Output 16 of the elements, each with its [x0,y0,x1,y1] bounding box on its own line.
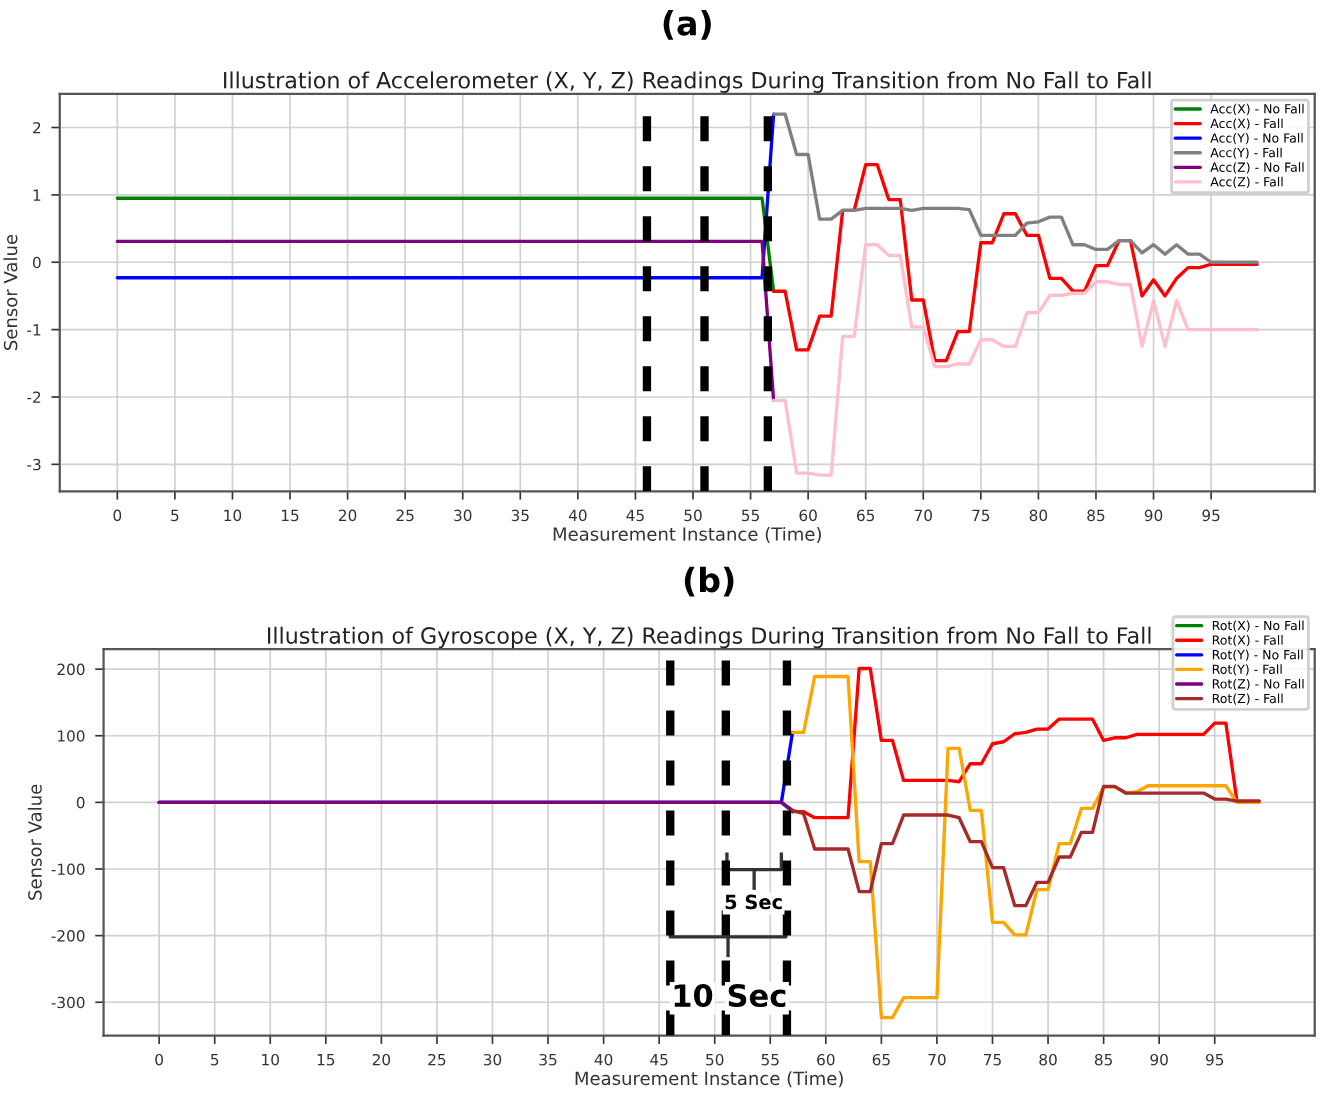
line-series [771,162,1259,363]
line-series [790,674,1261,1020]
annotation: 5 Sec [725,894,782,910]
chart-subtitle: Illustration of Gyroscope (X, Y, Z) Readings During Transition from No Fall to Fall [267,626,1151,649]
chart-title: (b) [684,566,734,597]
x-axis-title: Measurement Instance (Time) [575,1071,843,1088]
chart-title: (a) [663,9,711,40]
line-series [771,112,1259,264]
y-axis-title: Sensor Value [3,234,18,350]
chart-subtitle: Illustration of Accelerometer (X, Y, Z) Readings During Transition from No Fall to Fall [224,71,1151,93]
y-axis-title: Sensor Value [27,784,42,900]
line-series [790,784,1261,908]
annotation: Sec [728,984,786,1008]
x-axis-title: Measurement Instance (Time) [553,526,821,543]
annotation: 10 [674,984,713,1008]
line-series [771,243,1259,477]
